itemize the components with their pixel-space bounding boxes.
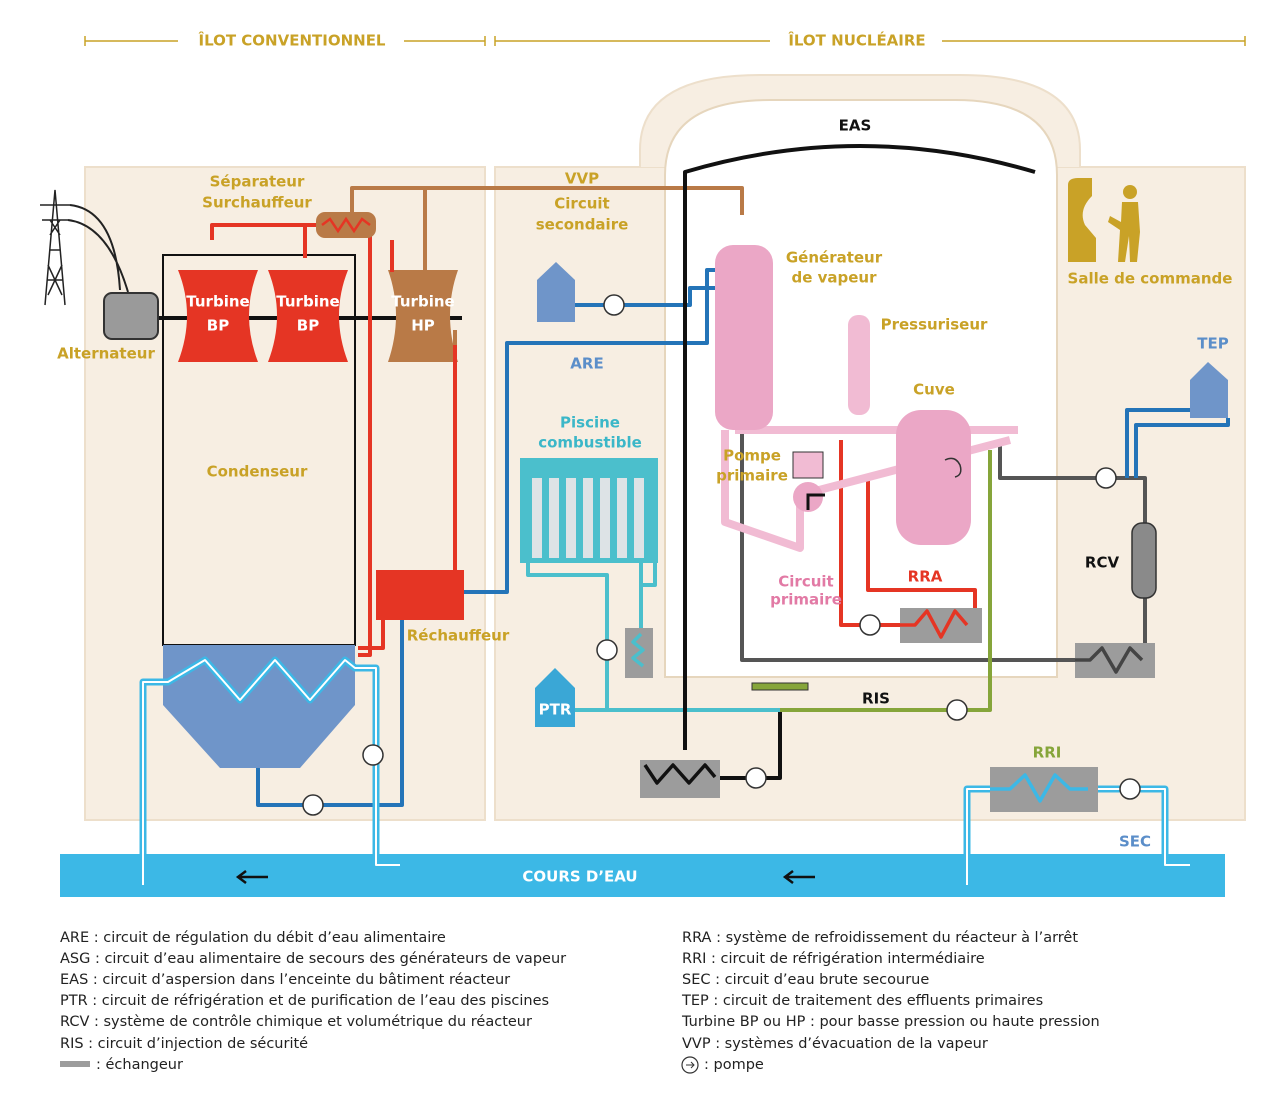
legend-item: PTR : circuit de réfrigération et de pur… xyxy=(60,993,549,1009)
vessel-core xyxy=(944,457,962,478)
vessel-label: Cuve xyxy=(913,381,955,399)
pump-motor xyxy=(792,451,824,479)
sg-label: de vapeur xyxy=(791,269,877,287)
separator-coil xyxy=(321,216,371,234)
condenser-label: Condenseur xyxy=(207,463,308,481)
separator-label: Surchauffeur xyxy=(202,194,312,212)
legend-item: RRA : système de refroidissement du réac… xyxy=(682,930,1078,946)
steam-generator xyxy=(715,245,773,430)
separator xyxy=(316,212,376,238)
legend-item: RRI : circuit de réfrigération intermédi… xyxy=(682,951,985,967)
eas-label: EAS xyxy=(839,117,872,135)
vvp-pipe xyxy=(350,186,744,345)
tep-pipe xyxy=(1125,408,1230,478)
pressurizer-label: Pressuriseur xyxy=(881,316,988,334)
rra-label: RRA xyxy=(908,568,943,586)
turbine-type: HP xyxy=(411,317,435,335)
pump-outlet xyxy=(806,493,825,510)
ptr-tank xyxy=(535,668,575,727)
secondary-label: secondaire xyxy=(536,216,629,234)
are-label: ARE xyxy=(570,355,603,373)
control-room-icon xyxy=(1068,178,1140,262)
turbine xyxy=(268,270,348,362)
header-conventional: ÎLOT CONVENTIONNEL xyxy=(198,31,385,50)
legend-item: RCV : système de contrôle chimique et vo… xyxy=(60,1014,532,1030)
exchanger-icon xyxy=(60,1061,90,1067)
exchanger-coils xyxy=(631,609,1144,803)
legend-item: ARE : circuit de régulation du débit d’e… xyxy=(60,930,446,946)
legend-item: RIS : circuit d’injection de sécurité xyxy=(60,1036,308,1052)
legend-item: VVP : systèmes d’évacuation de la vapeur xyxy=(682,1036,988,1052)
ptr-label: PTR xyxy=(539,701,572,719)
header-rules xyxy=(84,36,1246,46)
steam-pipe xyxy=(210,223,457,657)
rcv-unit xyxy=(1131,522,1157,599)
control-room-label: Salle de commande xyxy=(1068,270,1233,288)
legend-item: Turbine BP ou HP : pour basse pression o… xyxy=(681,1014,1100,1030)
vvp-label: VVP xyxy=(565,170,599,188)
pool-label: combustible xyxy=(538,434,642,452)
alternator-label: Alternateur xyxy=(57,345,155,363)
turbine-label: Turbine xyxy=(186,293,249,311)
legend-item: : échangeur xyxy=(96,1057,183,1073)
rri-label: RRI xyxy=(1033,744,1062,762)
pool-label: Piscine xyxy=(560,414,620,432)
flow-arrows xyxy=(235,870,815,884)
secondary-label: Circuit xyxy=(554,195,609,213)
tep-label: TEP xyxy=(1197,335,1228,353)
tep-tank xyxy=(1190,362,1228,418)
turbine-type: BP xyxy=(207,317,229,335)
reheater-label: Réchauffeur xyxy=(407,627,510,645)
feedwater-pipe xyxy=(256,268,717,807)
condenser-tank xyxy=(163,645,355,768)
fuel-racks xyxy=(532,478,644,558)
pump-label: Pompe xyxy=(723,447,781,465)
legend-item: : pompe xyxy=(704,1057,764,1073)
ris-tank xyxy=(751,682,809,691)
legend-item: ASG : circuit d’eau alimentaire de secou… xyxy=(60,951,566,967)
river-label: COURS D’EAU xyxy=(522,868,637,886)
legend-item: EAS : circuit d’aspersion dans l’enceint… xyxy=(60,972,510,988)
turbine xyxy=(388,270,458,362)
ptr-pipe xyxy=(526,563,780,712)
turbine-type: BP xyxy=(297,317,319,335)
vessel xyxy=(896,410,971,545)
turbine xyxy=(178,270,258,362)
pressurizer xyxy=(848,315,870,415)
rcv-label: RCV xyxy=(1085,554,1120,572)
river xyxy=(60,854,1225,897)
alternator xyxy=(103,292,159,340)
primary-label: primaire xyxy=(770,591,842,609)
turbine-label: Turbine xyxy=(276,293,339,311)
header-nuclear: ÎLOT NUCLÉAIRE xyxy=(788,31,925,50)
turbine-label: Turbine xyxy=(391,293,454,311)
legend-item: TEP : circuit de traitement des effluent… xyxy=(681,993,1043,1009)
pylon xyxy=(40,189,129,306)
legend: ARE : circuit de régulation du débit d’e… xyxy=(60,930,1100,1074)
ris-pipe xyxy=(780,450,992,712)
asg-tank xyxy=(537,262,575,322)
pump-icon-arrow xyxy=(686,1061,695,1069)
primary-label: Circuit xyxy=(778,573,833,591)
sg-label: Générateur xyxy=(786,249,883,267)
reheater xyxy=(376,570,464,620)
sec-label: SEC xyxy=(1119,833,1151,851)
pump-label: primaire xyxy=(716,467,788,485)
legend-item: SEC : circuit d’eau brute secourue xyxy=(682,972,929,988)
pumps xyxy=(302,294,1141,816)
separator-label: Séparateur xyxy=(210,173,305,191)
ris-label: RIS xyxy=(862,690,890,708)
